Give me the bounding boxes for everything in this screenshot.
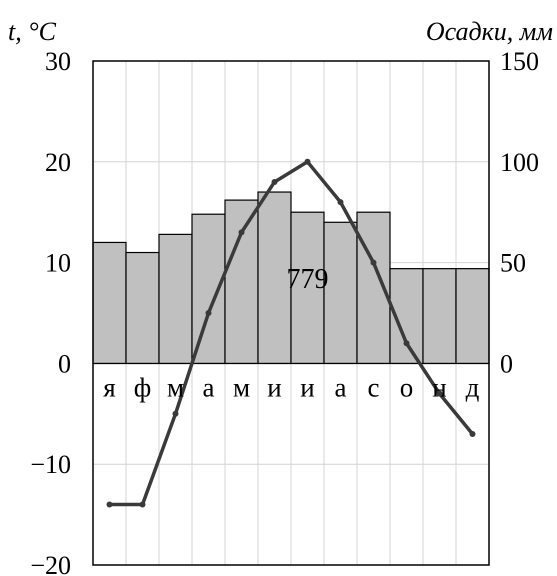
left-axis-label: t, °C [8,17,57,46]
month-label: с [368,372,380,402]
left-tick-label: 20 [45,148,71,177]
right-tick-label: 50 [500,249,526,278]
month-label: ф [134,372,152,402]
month-label: о [400,372,414,402]
temperature-point [304,158,311,165]
right-tick-label: 100 [500,148,539,177]
month-label: и [300,372,314,402]
temperature-point [139,501,146,508]
temperature-point [436,390,443,397]
temperature-line [106,158,476,508]
temperature-point [403,340,410,347]
right-axis-ticks: 150 100 50 0 [500,47,539,378]
temperature-point [271,178,278,185]
temperature-point [337,199,344,206]
month-label: а [335,372,347,402]
month-label: м [167,372,184,402]
precipitation-bar [224,199,259,365]
precipitation-bar [422,268,457,365]
left-tick-label: 30 [45,47,71,76]
left-tick-label: 10 [45,249,71,278]
precipitation-bar [125,251,160,365]
month-label: м [233,372,250,402]
left-tick-label: −10 [30,450,71,479]
temperature-point [370,259,377,266]
temperature-point [106,501,113,508]
precipitation-bar [290,211,325,364]
temperature-point [238,229,245,236]
left-tick-label: 0 [58,349,71,378]
month-label: н [432,372,446,402]
left-tick-label: −20 [30,551,71,576]
month-label: а [203,372,215,402]
precipitation-bar [323,221,358,364]
precipitation-bar [455,268,490,365]
temperature-point [469,430,476,437]
annual-precipitation-total: 779 [287,264,329,295]
plot-frame [92,60,490,566]
month-label: и [267,372,281,402]
right-axis-label: Осадки, мм [426,17,553,46]
right-tick-label: 150 [500,47,539,76]
temperature-polyline [109,160,474,507]
month-label: я [103,372,115,402]
precipitation-bar [158,233,193,365]
precipitation-bar [257,191,292,364]
temperature-point [205,310,212,316]
right-tick-label: 0 [500,349,513,378]
left-axis-ticks: 30 20 10 0 −10 −20 [30,47,71,576]
month-label: д [466,372,480,402]
precipitation-bar [92,241,127,365]
temperature-point [172,410,179,417]
